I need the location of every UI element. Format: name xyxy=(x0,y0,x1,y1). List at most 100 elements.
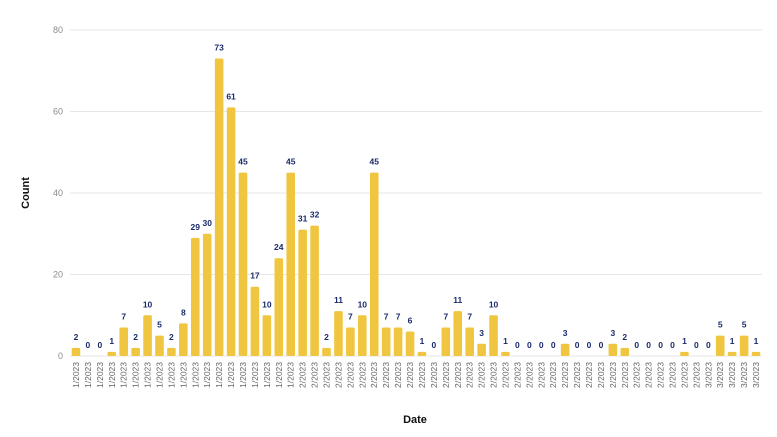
x-tick-label: 2/2023 xyxy=(632,362,642,388)
x-tick-label: 1/2023 xyxy=(119,362,129,388)
x-tick-label: 2/2023 xyxy=(691,362,701,388)
x-tick-label: 2/2023 xyxy=(596,362,606,388)
x-tick-label: 2/2023 xyxy=(572,362,582,388)
x-tick-label: 3/2023 xyxy=(739,362,749,388)
data-label: 2 xyxy=(74,332,79,342)
data-label: 0 xyxy=(634,340,639,350)
x-tick-label: 2/2023 xyxy=(620,362,630,388)
data-label: 10 xyxy=(262,299,272,309)
bar xyxy=(453,311,463,356)
bar xyxy=(739,335,749,356)
data-label: 0 xyxy=(551,340,556,350)
data-label: 10 xyxy=(143,299,153,309)
x-tick-label: 2/2023 xyxy=(310,362,320,388)
data-label: 45 xyxy=(370,157,380,167)
data-label: 7 xyxy=(348,311,353,321)
x-tick-label: 2/2023 xyxy=(608,362,618,388)
data-label: 1 xyxy=(109,336,114,346)
x-tick-label: 2/2023 xyxy=(298,362,308,388)
x-tick-label: 2/2023 xyxy=(524,362,534,388)
data-label: 2 xyxy=(622,332,627,342)
data-label: 6 xyxy=(408,316,413,326)
data-label: 2 xyxy=(169,332,174,342)
x-tick-label: 3/2023 xyxy=(715,362,725,388)
x-tick-label: 2/2023 xyxy=(548,362,558,388)
bar xyxy=(727,351,737,356)
x-tick-label: 1/2023 xyxy=(286,362,296,388)
bar xyxy=(286,172,296,356)
bar xyxy=(179,323,188,356)
x-tick-label: 2/2023 xyxy=(417,362,427,388)
data-label: 0 xyxy=(515,340,520,350)
data-label: 5 xyxy=(718,320,723,330)
bar xyxy=(369,172,379,356)
data-label: 8 xyxy=(181,307,186,317)
x-tick-label: 2/2023 xyxy=(345,362,355,388)
y-tick-label: 40 xyxy=(53,188,63,198)
bar xyxy=(405,331,415,356)
x-tick-label: 2/2023 xyxy=(333,362,343,388)
bar xyxy=(143,315,152,356)
data-label: 45 xyxy=(286,157,296,167)
data-label: 3 xyxy=(563,328,568,338)
x-tick-label: 2/2023 xyxy=(500,362,510,388)
y-tick-label: 60 xyxy=(53,107,63,117)
data-label: 0 xyxy=(694,340,699,350)
bar xyxy=(167,347,176,356)
x-tick-label: 3/2023 xyxy=(727,362,737,388)
x-tick-label: 2/2023 xyxy=(656,362,666,388)
x-tick-label: 1/2023 xyxy=(250,362,260,388)
x-tick-label: 1/2023 xyxy=(107,362,117,388)
x-tick-label: 2/2023 xyxy=(668,362,678,388)
bar xyxy=(119,327,128,356)
x-tick-label: 1/2023 xyxy=(190,362,200,388)
data-label: 7 xyxy=(443,311,448,321)
x-tick-label: 2/2023 xyxy=(405,362,415,388)
data-label: 11 xyxy=(334,295,343,305)
x-tick-label: 3/2023 xyxy=(751,362,761,388)
x-tick-label: 1/2023 xyxy=(166,362,176,388)
bar xyxy=(560,343,570,356)
x-tick-label: 1/2023 xyxy=(71,362,81,388)
bar xyxy=(334,311,343,356)
bar xyxy=(322,347,331,356)
x-tick-label: 2/2023 xyxy=(679,362,689,388)
data-label: 2 xyxy=(133,332,138,342)
x-tick-label: 2/2023 xyxy=(357,362,367,388)
data-label: 0 xyxy=(670,340,675,350)
bars xyxy=(71,58,761,357)
data-label: 30 xyxy=(202,218,212,228)
data-label: 32 xyxy=(310,210,320,220)
bar xyxy=(250,286,260,356)
x-tick-label: 1/2023 xyxy=(131,362,141,388)
data-label: 17 xyxy=(250,271,260,281)
data-label: 3 xyxy=(479,328,484,338)
bar xyxy=(501,351,510,356)
bar xyxy=(238,172,248,356)
data-label: 0 xyxy=(539,340,544,350)
bar xyxy=(298,229,307,356)
x-tick-label: 2/2023 xyxy=(536,362,546,388)
bar xyxy=(393,327,403,356)
x-tick-label: 1/2023 xyxy=(154,362,164,388)
bar xyxy=(226,107,236,356)
bar xyxy=(751,351,761,356)
x-tick-label: 1/2023 xyxy=(214,362,224,388)
x-tick-label: 1/2023 xyxy=(202,362,212,388)
x-tick-label: 2/2023 xyxy=(381,362,391,388)
bar xyxy=(381,327,391,356)
bar xyxy=(107,351,117,356)
x-tick-label: 1/2023 xyxy=(178,362,188,388)
y-tick-label: 20 xyxy=(53,270,63,280)
x-tick-label: 2/2023 xyxy=(465,362,475,388)
data-label: 1 xyxy=(420,336,425,346)
data-label: 0 xyxy=(658,340,663,350)
gridlines xyxy=(70,29,762,357)
data-label: 0 xyxy=(527,340,532,350)
bar xyxy=(262,315,272,356)
data-label: 61 xyxy=(226,91,236,101)
bar xyxy=(214,58,224,357)
data-label: 3 xyxy=(610,328,615,338)
data-label: 7 xyxy=(121,311,126,321)
